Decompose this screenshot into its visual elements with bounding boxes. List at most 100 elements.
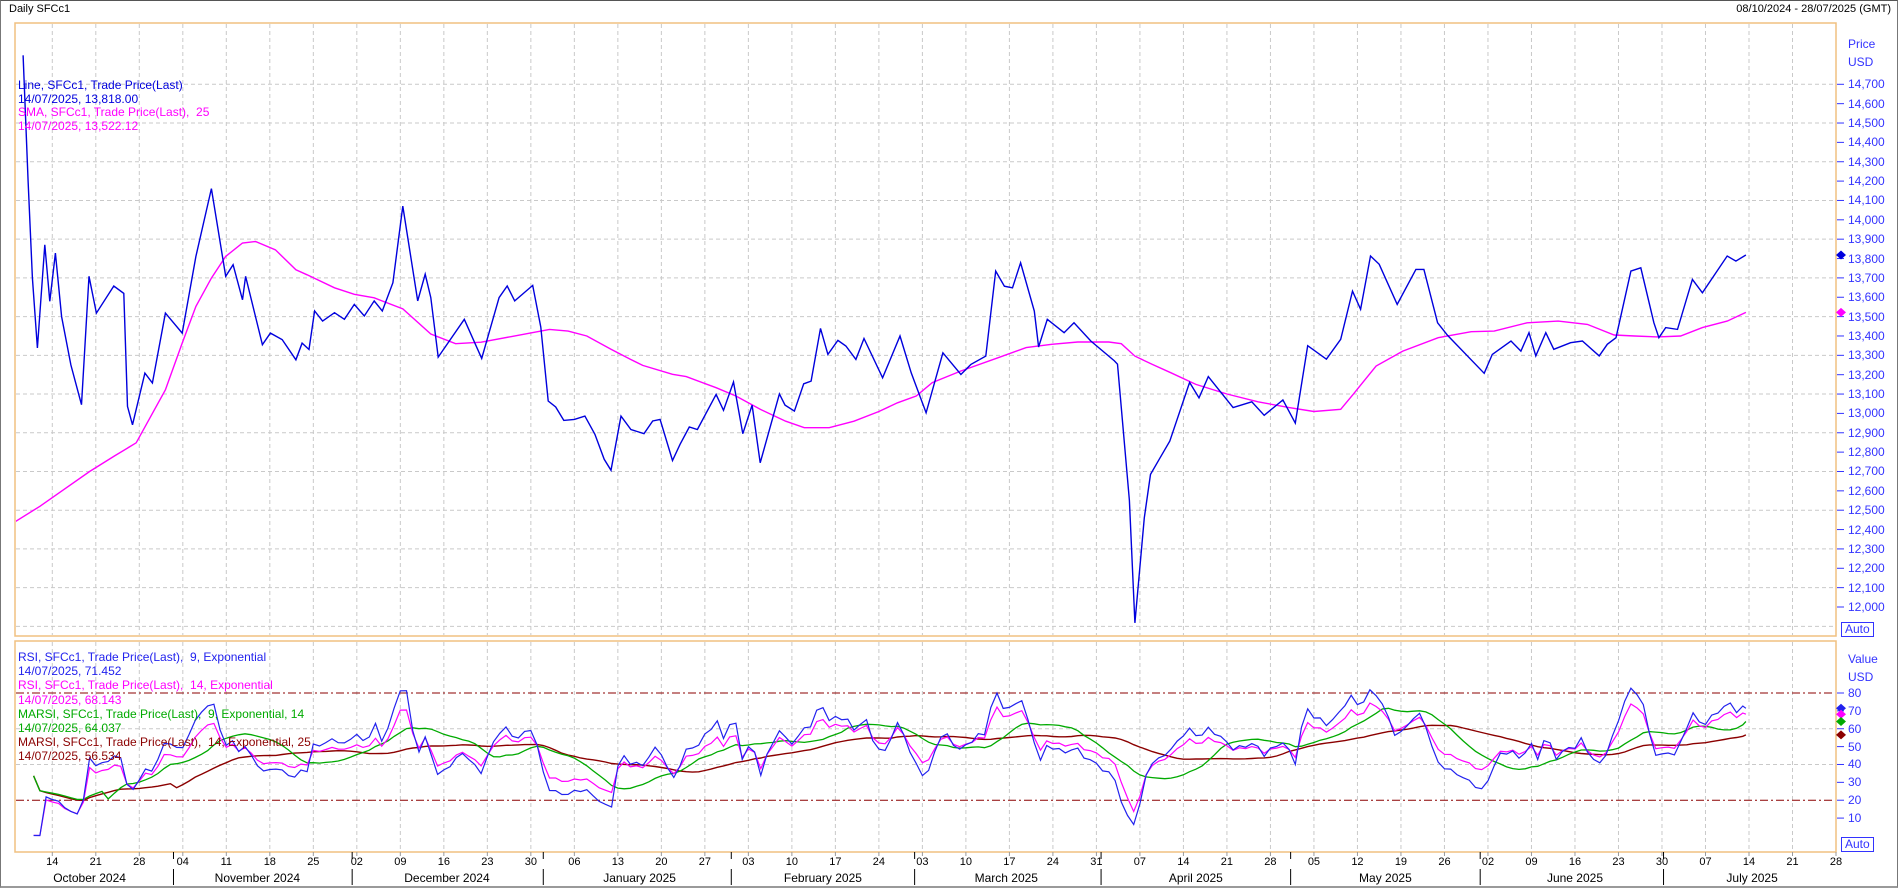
price-panel-border (14, 22, 1837, 637)
price-tick-label: 13,800 (1848, 251, 1885, 266)
week-date-label: 28 (1829, 856, 1843, 868)
legend-marsi14-series: MARSI, SFCc1, Trade Price(Last), 14, Exp… (18, 735, 311, 750)
price-tick-label: 12,100 (1848, 580, 1885, 595)
week-date-label: 09 (1525, 856, 1538, 868)
week-date-label: 02 (350, 856, 363, 868)
rsi-panel-border (14, 640, 1837, 853)
legend-price-value: 14/07/2025, 13,818.00 (18, 91, 139, 106)
week-date-label: 19 (1394, 856, 1408, 868)
legend-rsi14-value: 14/07/2025, 68.143 (18, 692, 122, 707)
price-tick-label: 13,100 (1848, 387, 1885, 402)
price-tick-label: 14,400 (1848, 135, 1885, 150)
last-value-marker (1836, 307, 1846, 317)
month-label: May 2025 (1359, 871, 1412, 885)
week-date-label: 03 (916, 856, 929, 868)
week-date-label: 21 (1786, 856, 1799, 868)
price-tick-label: 13,000 (1848, 406, 1885, 421)
week-date-label: 14 (1742, 856, 1756, 868)
week-date-label: 25 (307, 856, 320, 868)
price-tick-label: 12,200 (1848, 561, 1885, 576)
week-date-label: 09 (394, 856, 407, 868)
price-tick-label: 12,300 (1848, 541, 1885, 556)
price-tick-label: 13,500 (1848, 309, 1885, 324)
week-date-label: 14 (46, 856, 59, 868)
week-date-label: 14 (1177, 856, 1190, 868)
price-tick-label: 13,400 (1848, 328, 1885, 343)
value-axis-title: Value (1848, 652, 1878, 666)
week-date-label: 04 (176, 856, 189, 868)
week-date-label: 27 (698, 856, 711, 868)
value-axis-auto-button[interactable]: Auto (1841, 837, 1874, 852)
last-value-marker (1836, 250, 1846, 260)
last-value-marker (1836, 703, 1846, 713)
month-label: July 2025 (1726, 871, 1778, 885)
week-date-label: 28 (1264, 856, 1277, 868)
month-label: October 2024 (53, 871, 126, 885)
price-tick-label: 14,200 (1848, 174, 1885, 189)
month-label: January 2025 (603, 871, 676, 885)
price-axis-auto-button[interactable]: Auto (1841, 622, 1874, 637)
rsi9-line (33, 687, 1747, 837)
week-date-label: 23 (481, 856, 494, 868)
week-date-label: 07 (1133, 856, 1147, 868)
week-date-label: 28 (133, 856, 146, 868)
window-title: Daily SFCc1 (9, 3, 71, 15)
month-label: December 2024 (404, 871, 490, 885)
month-label: June 2025 (1546, 871, 1603, 885)
week-date-label: 30 (1655, 856, 1669, 868)
week-date-label: 21 (89, 856, 102, 868)
price-axis-unit: USD (1848, 55, 1874, 69)
month-label: November 2024 (214, 871, 301, 885)
value-tick-label: 60 (1848, 721, 1862, 736)
last-value-marker (1836, 709, 1846, 719)
price-tick-label: 14,700 (1848, 77, 1885, 92)
price-tick-label: 14,000 (1848, 212, 1885, 227)
month-label: April 2025 (1168, 871, 1223, 885)
price-tick-label: 13,200 (1848, 367, 1885, 382)
week-date-label: 16 (1568, 856, 1582, 868)
week-date-label: 16 (437, 856, 450, 868)
month-label: March 2025 (974, 871, 1038, 885)
legend-marsi9-series: MARSI, SFCc1, Trade Price(Last), 9, Expo… (18, 706, 305, 721)
week-date-label: 12 (1351, 856, 1364, 868)
price-tick-label: 12,600 (1848, 483, 1885, 498)
month-label: February 2025 (783, 871, 862, 885)
price-tick-label: 14,100 (1848, 193, 1885, 208)
sma-line (16, 240, 1747, 523)
value-tick-label: 80 (1848, 686, 1862, 700)
week-date-label: 03 (742, 856, 755, 868)
price-tick-label: 14,600 (1848, 96, 1885, 111)
legend-rsi14-series: RSI, SFCc1, Trade Price(Last), 14, Expon… (18, 678, 273, 693)
week-date-label: 24 (872, 856, 885, 868)
price-tick-label: 13,600 (1848, 290, 1885, 305)
week-date-label: 02 (1481, 856, 1495, 868)
value-tick-label: 50 (1848, 739, 1862, 754)
value-tick-label: 70 (1848, 703, 1862, 718)
week-date-label: 17 (829, 856, 842, 868)
value-tick-label: 20 (1848, 793, 1862, 808)
value-axis-unit: USD (1848, 670, 1874, 684)
price-tick-label: 12,800 (1848, 445, 1885, 460)
value-tick-label: 40 (1848, 757, 1862, 772)
price-tick-label: 13,300 (1848, 348, 1885, 363)
week-date-label: 26 (1438, 856, 1451, 868)
date-range-label: 08/10/2024 - 28/07/2025 (GMT) (1736, 3, 1891, 15)
legend-price-series: Line, SFCc1, Trade Price(Last) (18, 78, 183, 92)
week-date-label: 07 (1699, 856, 1712, 868)
week-date-label: 10 (785, 856, 798, 868)
week-date-label: 13 (611, 856, 624, 868)
price-tick-label: 13,700 (1848, 270, 1885, 285)
week-date-label: 11 (220, 856, 232, 868)
week-date-label: 24 (1046, 856, 1060, 868)
legend-sma-series: SMA, SFCc1, Trade Price(Last), 25 (18, 105, 210, 120)
main-panel-legend: Line, SFCc1, Trade Price(Last) 14/07/202… (18, 78, 210, 133)
legend-marsi14-value: 14/07/2025, 56.534 (18, 749, 122, 764)
price-tick-label: 12,900 (1848, 425, 1885, 440)
last-value-marker (1836, 730, 1846, 740)
week-date-label: 05 (1307, 856, 1321, 868)
legend-rsi9-value: 14/07/2025, 71.452 (18, 664, 122, 679)
week-date-label: 18 (263, 856, 276, 868)
price-tick-label: 14,300 (1848, 154, 1885, 169)
legend-sma-value: 14/07/2025, 13,522.12 (18, 118, 139, 133)
